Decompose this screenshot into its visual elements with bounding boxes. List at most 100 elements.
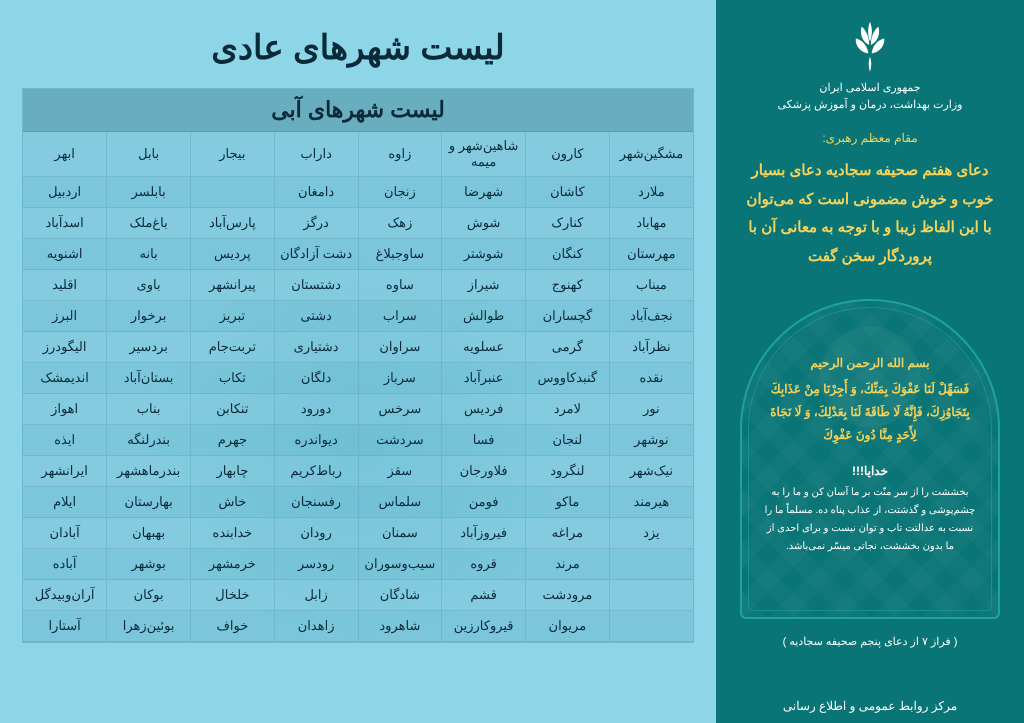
prayer-panel: جمهوری اسلامی ایران وزارت بهداشت، درمان … — [716, 0, 1024, 723]
city-cell: سراوان — [358, 332, 442, 363]
city-cell: نجف‌آباد — [609, 301, 693, 332]
city-cell: نور — [609, 394, 693, 425]
prayer-arch: بسم الله الرحمن الرحیم فَسَهِّلْ لَنَا ع… — [740, 299, 1000, 619]
leader-quote: دعای هفتم صحیفه سجادیه دعای بسیار خوب و … — [734, 157, 1006, 271]
city-cell: مهاباد — [609, 208, 693, 239]
city-cell: دشت آزادگان — [274, 239, 358, 270]
khoda-heading: خدایا!!! — [852, 464, 888, 478]
city-cell: لنگرود — [526, 456, 610, 487]
city-cell: زاوه — [358, 132, 442, 177]
table-row: مرودشتقشمشادگانزابلخلخالبوکانآران‌وبیدگل — [23, 580, 693, 611]
city-cell: کاشان — [526, 177, 610, 208]
city-cell: رباط‌کریم — [274, 456, 358, 487]
city-cell: دشتستان — [274, 270, 358, 301]
city-cell: اقلید — [23, 270, 107, 301]
table-row: نقدهگنبدکاووسعنبرآبادسربازدلگانتکاببستان… — [23, 363, 693, 394]
city-cell: بهبهان — [107, 518, 191, 549]
city-cell: شاهرود — [358, 611, 442, 642]
city-cell — [609, 611, 693, 642]
city-cell: دورود — [274, 394, 358, 425]
city-cell: تبریز — [191, 301, 275, 332]
city-cell: مهرستان — [609, 239, 693, 270]
city-cell: نوشهر — [609, 425, 693, 456]
city-cell: آباده — [23, 549, 107, 580]
city-cell: بردسیر — [107, 332, 191, 363]
persian-prayer-text: بخششت را از سر منّت بر ما آسان کن و ما ر… — [758, 484, 982, 556]
city-cell: بوئین‌زهرا — [107, 611, 191, 642]
table-row: یزدمراغهفیروزآبادسمنانرودانخدابندهبهبهان… — [23, 518, 693, 549]
table-row: مرندقروهسیب‌وسورانرودسرخرمشهربوشهرآباده — [23, 549, 693, 580]
city-cell: دلگان — [274, 363, 358, 394]
city-cell: آستارا — [23, 611, 107, 642]
city-cell: سردشت — [358, 425, 442, 456]
city-cell: شاهین‌شهر و میمه — [442, 132, 526, 177]
city-cell: قشم — [442, 580, 526, 611]
city-cell: گنبدکاووس — [526, 363, 610, 394]
city-cell: تنکابن — [191, 394, 275, 425]
city-cell: سیب‌وسوران — [358, 549, 442, 580]
city-cell: باوی — [107, 270, 191, 301]
city-cell: بیجار — [191, 132, 275, 177]
table-row: مینابکهنوجشیرازساوهدشتستانپیرانشهرباویاق… — [23, 270, 693, 301]
city-cell: بوکان — [107, 580, 191, 611]
city-cell: اشنویه — [23, 239, 107, 270]
city-cell: اهواز — [23, 394, 107, 425]
city-cell: سرخس — [358, 394, 442, 425]
city-cell: کنارک — [526, 208, 610, 239]
city-cell — [191, 177, 275, 208]
city-cell: زنجان — [358, 177, 442, 208]
city-cell: مریوان — [526, 611, 610, 642]
table-row: مریوانقیروکارزینشاهرودزاهدانخوافبوئین‌زه… — [23, 611, 693, 642]
gov-title-2: وزارت بهداشت، درمان و آموزش پزشکی — [778, 98, 963, 111]
city-cell: بوشهر — [107, 549, 191, 580]
city-cell: نقده — [609, 363, 693, 394]
city-cell: ماکو — [526, 487, 610, 518]
city-cell: هیرمند — [609, 487, 693, 518]
city-cell: شوش — [442, 208, 526, 239]
table-row: ملاردکاشانشهرضازنجاندامغانبابلسراردبیل — [23, 177, 693, 208]
cities-panel: لیست شهرهای عادی لیست شهرهای آبی مشگین‌ش… — [0, 0, 716, 723]
table-row: مشگین‌شهرکارونشاهین‌شهر و میمهزاوهدارابب… — [23, 132, 693, 177]
city-cell: مراغه — [526, 518, 610, 549]
city-cell: مرودشت — [526, 580, 610, 611]
city-cell: کنگان — [526, 239, 610, 270]
city-cell: شیراز — [442, 270, 526, 301]
city-cell: خلخال — [191, 580, 275, 611]
city-cell: گرمی — [526, 332, 610, 363]
city-cell: ایرانشهر — [23, 456, 107, 487]
city-cell — [609, 580, 693, 611]
cities-table-wrap: لیست شهرهای آبی مشگین‌شهرکارونشاهین‌شهر … — [22, 88, 694, 643]
city-cell: بندرلنگه — [107, 425, 191, 456]
city-cell: طوالش — [442, 301, 526, 332]
arabic-prayer-text: فَسَهِّلْ لَنَا عَفْوَكَ بِمَنِّكَ، وَ أ… — [758, 378, 982, 446]
city-cell: بناب — [107, 394, 191, 425]
city-cell: برخوار — [107, 301, 191, 332]
city-cell: تکاب — [191, 363, 275, 394]
city-cell: فسا — [442, 425, 526, 456]
city-cell: عنبرآباد — [442, 363, 526, 394]
city-cell: سلماس — [358, 487, 442, 518]
table-row: هیرمندماکوفومنسلماسرفسنجانخاشبهارستانایل… — [23, 487, 693, 518]
table-row: مهابادکنارکشوشزهکدرگزپارس‌آبادباغ‌ملکاسد… — [23, 208, 693, 239]
city-cell: ساوجبلاغ — [358, 239, 442, 270]
city-cell: زهک — [358, 208, 442, 239]
table-row: نجف‌آبادگچسارانطوالشسرابدشتیتبریزبرخوارا… — [23, 301, 693, 332]
city-cell: البرز — [23, 301, 107, 332]
city-cell: الیگودرز — [23, 332, 107, 363]
city-cell: سقز — [358, 456, 442, 487]
city-cell: عسلویه — [442, 332, 526, 363]
city-cell: مشگین‌شهر — [609, 132, 693, 177]
city-cell: درگز — [274, 208, 358, 239]
city-cell: لامرد — [526, 394, 610, 425]
city-cell: داراب — [274, 132, 358, 177]
city-cell: فیروزآباد — [442, 518, 526, 549]
city-cell: اندیمشک — [23, 363, 107, 394]
city-cell: بانه — [107, 239, 191, 270]
city-cell: پردیس — [191, 239, 275, 270]
city-cell: بابلسر — [107, 177, 191, 208]
table-row: مهرستانکنگانشوشترساوجبلاغدشت آزادگانپردی… — [23, 239, 693, 270]
city-cell: ملارد — [609, 177, 693, 208]
city-cell: فلاورجان — [442, 456, 526, 487]
city-cell: رفسنجان — [274, 487, 358, 518]
city-cell: بستان‌آباد — [107, 363, 191, 394]
